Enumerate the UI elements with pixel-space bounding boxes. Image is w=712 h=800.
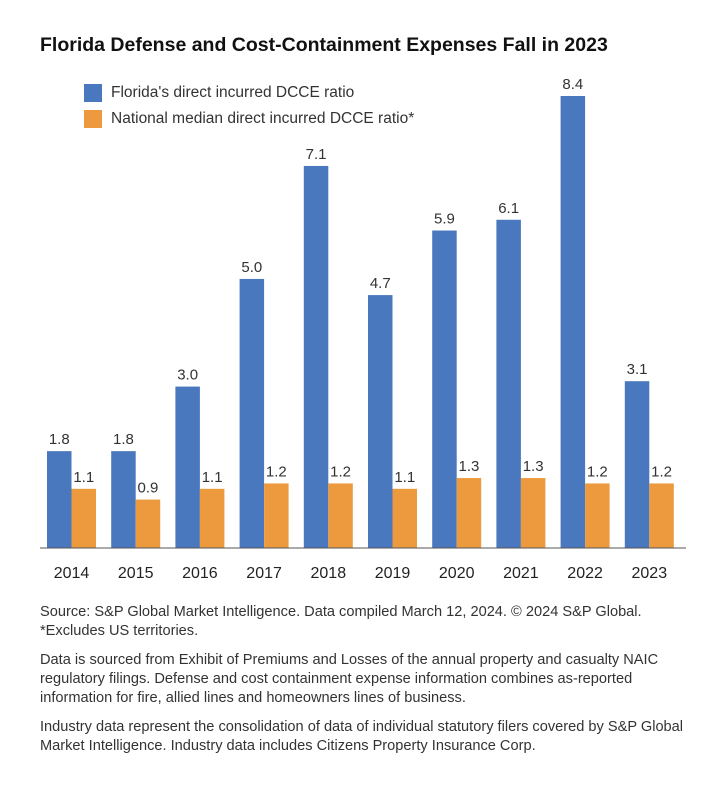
national-value-label-2016: 1.1 bbox=[202, 469, 223, 486]
chart-title: Florida Defense and Cost-Containment Exp… bbox=[40, 34, 608, 56]
footnotes: Source: S&P Global Market Intelligence. … bbox=[40, 603, 700, 766]
national-value-label-2023: 1.2 bbox=[651, 463, 672, 480]
florida-bar-2023 bbox=[624, 381, 650, 548]
legend-label-national: National median direct incurred DCCE rat… bbox=[111, 110, 415, 127]
national-bar-2023 bbox=[649, 483, 674, 548]
national-bar-2014 bbox=[71, 488, 96, 548]
florida-value-label-2023: 3.1 bbox=[627, 361, 648, 378]
florida-value-label-2016: 3.0 bbox=[177, 367, 198, 384]
florida-bar-2015 bbox=[111, 451, 136, 548]
legend-item-florida: Florida's direct incurred DCCE ratio bbox=[84, 80, 414, 106]
florida-value-label-2015: 1.8 bbox=[113, 431, 134, 448]
florida-bar-2020 bbox=[432, 230, 457, 548]
florida-bar-2018 bbox=[303, 165, 329, 548]
x-tick-label-2015: 2015 bbox=[118, 565, 154, 582]
national-value-label-2018: 1.2 bbox=[330, 463, 351, 480]
florida-bar-2019 bbox=[368, 295, 393, 548]
national-bar-2020 bbox=[456, 478, 482, 548]
legend-item-national: National median direct incurred DCCE rat… bbox=[84, 106, 414, 132]
national-bar-2018 bbox=[328, 483, 353, 548]
national-value-label-2021: 1.3 bbox=[523, 458, 544, 475]
florida-bar-2017 bbox=[239, 278, 265, 548]
national-bar-2016 bbox=[199, 488, 225, 548]
x-tick-label-2021: 2021 bbox=[503, 565, 539, 582]
florida-value-label-2014: 1.8 bbox=[49, 431, 70, 448]
florida-bar-2021 bbox=[496, 219, 521, 548]
national-value-label-2020: 1.3 bbox=[459, 458, 480, 475]
legend-label-florida: Florida's direct incurred DCCE ratio bbox=[111, 84, 355, 101]
x-tick-label-2020: 2020 bbox=[439, 565, 475, 582]
national-bar-2019 bbox=[392, 488, 417, 548]
florida-bar-2016 bbox=[175, 386, 200, 548]
source-note: Source: S&P Global Market Intelligence. … bbox=[40, 604, 642, 639]
florida-value-label-2022: 8.4 bbox=[562, 76, 583, 93]
industry-note: Industry data represent the consolidatio… bbox=[40, 719, 684, 754]
national-value-label-2015: 0.9 bbox=[138, 480, 159, 497]
national-value-label-2022: 1.2 bbox=[587, 463, 608, 480]
national-bar-2017 bbox=[264, 483, 289, 548]
florida-bar-2022 bbox=[560, 96, 586, 548]
x-tick-label-2022: 2022 bbox=[567, 565, 603, 582]
florida-value-label-2019: 4.7 bbox=[370, 275, 391, 292]
legend-swatch-florida bbox=[84, 84, 102, 102]
x-tick-label-2017: 2017 bbox=[246, 565, 282, 582]
florida-value-label-2017: 5.0 bbox=[241, 259, 262, 276]
florida-value-label-2018: 7.1 bbox=[306, 146, 327, 163]
x-tick-label-2016: 2016 bbox=[182, 565, 218, 582]
x-tick-label-2023: 2023 bbox=[632, 565, 668, 582]
florida-value-label-2020: 5.9 bbox=[434, 211, 455, 228]
bar-chart: 1.8 1.1 2014 1.8 0.9 2015 3.0 1.1 2016 5.0 1.2 2017… bbox=[40, 76, 686, 582]
national-value-label-2017: 1.2 bbox=[266, 463, 287, 480]
national-value-label-2019: 1.1 bbox=[394, 469, 415, 486]
national-bar-2021 bbox=[520, 478, 546, 548]
national-bar-2015 bbox=[135, 499, 161, 548]
legend: Florida's direct incurred DCCE ratio Nat… bbox=[84, 80, 414, 132]
national-bar-2022 bbox=[585, 483, 610, 548]
data-note: Data is sourced from Exhibit of Premiums… bbox=[40, 652, 659, 706]
national-value-label-2014: 1.1 bbox=[73, 469, 94, 486]
x-tick-label-2014: 2014 bbox=[54, 565, 90, 582]
x-tick-label-2019: 2019 bbox=[375, 565, 411, 582]
florida-value-label-2021: 6.1 bbox=[498, 200, 519, 217]
legend-swatch-national bbox=[84, 110, 102, 128]
florida-bar-2014 bbox=[47, 451, 72, 548]
x-tick-label-2018: 2018 bbox=[311, 565, 347, 582]
